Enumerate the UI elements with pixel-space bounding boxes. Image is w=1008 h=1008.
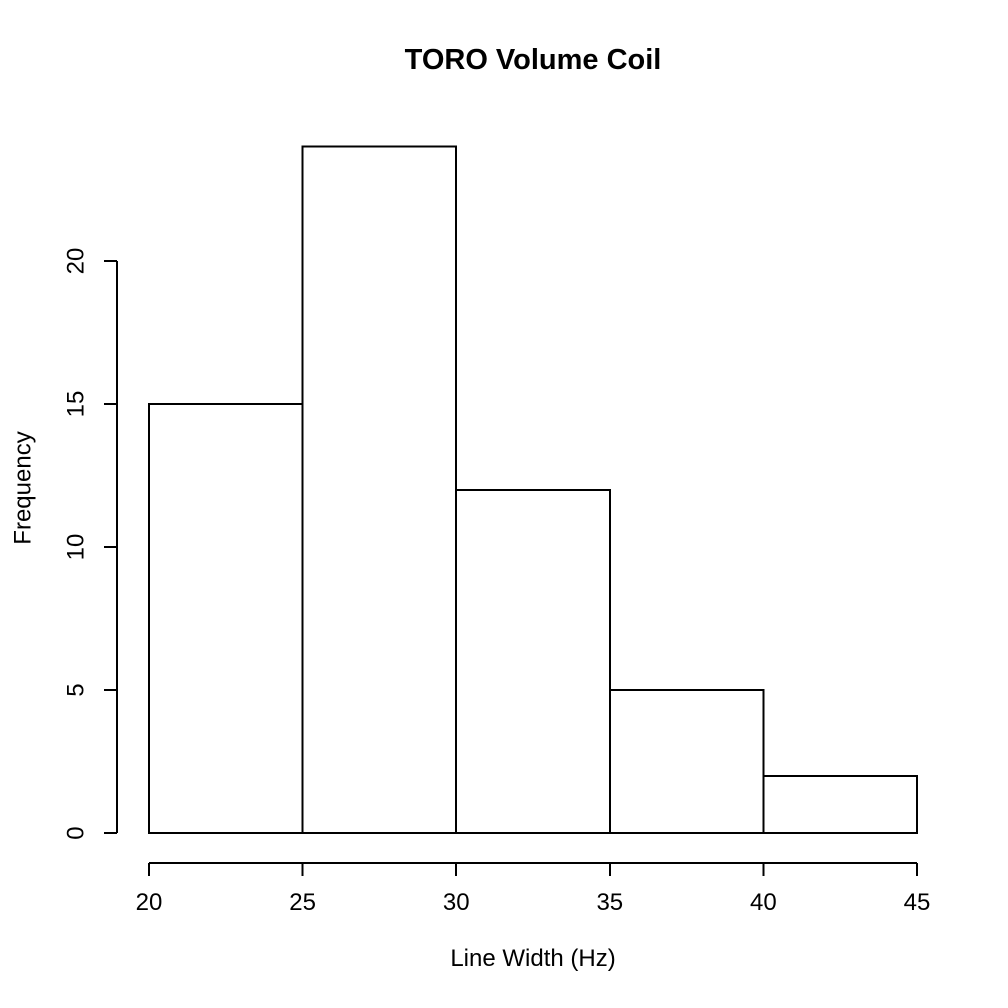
x-tick-label-25: 25 xyxy=(289,889,316,916)
x-axis-label: Line Width (Hz) xyxy=(450,945,615,972)
histogram-bar-40-45 xyxy=(762,774,919,834)
x-tick-label-45: 45 xyxy=(904,889,931,916)
x-tick-label-30: 30 xyxy=(443,889,470,916)
y-axis: 0 5 10 15 20 xyxy=(62,248,118,840)
x-tick-label-35: 35 xyxy=(596,889,623,916)
y-tick-label-0: 0 xyxy=(62,826,89,839)
x-tick-label-40: 40 xyxy=(750,889,777,916)
histogram-bars xyxy=(148,145,919,835)
x-axis: 20 25 30 35 40 45 xyxy=(136,862,931,916)
y-tick-label-5: 5 xyxy=(62,683,89,696)
histogram-bar-35-40 xyxy=(608,689,765,834)
histogram-bar-30-35 xyxy=(455,488,611,834)
chart-title: TORO Volume Coil xyxy=(405,44,662,76)
y-tick-label-15: 15 xyxy=(62,391,89,418)
histogram-bar-20-25 xyxy=(148,403,304,834)
y-tick-label-10: 10 xyxy=(62,534,89,561)
y-tick-label-20: 20 xyxy=(62,248,89,275)
y-axis-label: Frequency xyxy=(9,431,36,544)
histogram-bar-25-30 xyxy=(301,145,458,835)
x-tick-label-20: 20 xyxy=(136,889,163,916)
